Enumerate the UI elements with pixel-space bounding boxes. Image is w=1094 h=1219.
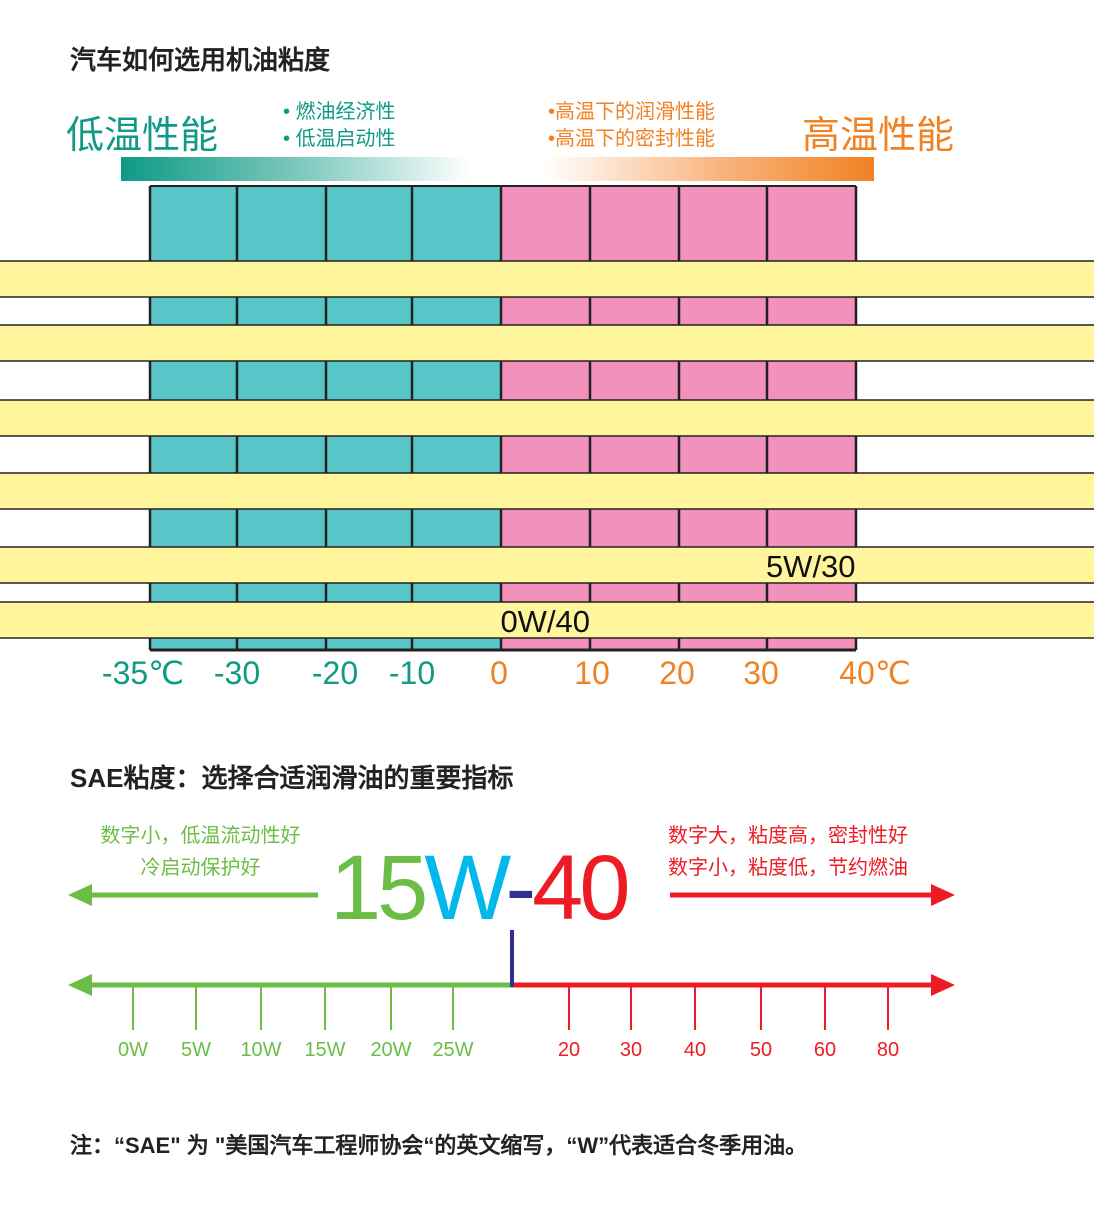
summer-tick-label: 30	[620, 1039, 642, 1061]
page-title: 汽车如何选用机油粘度	[70, 45, 331, 75]
sae-title: SAE粘度：选择合适润滑油的重要指标	[70, 763, 514, 793]
right-arrow-head-icon	[931, 884, 955, 906]
viscosity-temperature-chart: 4020W/5015W/40,15W/5010W/405W/405W/300W/…	[0, 185, 1094, 691]
winter-tick-label: 0W	[118, 1039, 148, 1061]
sae-grade-example: 15W-40	[330, 837, 631, 939]
tick-label: -30	[214, 655, 260, 691]
bullet-item: •高温下的密封性能	[548, 128, 716, 150]
range-bar-label: 0W/40	[500, 604, 590, 639]
range-bar	[0, 324, 1094, 362]
tick-label: 20	[659, 655, 695, 691]
bullet-item: • 低温启动性	[283, 128, 396, 150]
summer-tick-label: 50	[750, 1039, 772, 1061]
note-line: 数字小，粘度低，节约燃油	[668, 857, 908, 879]
note-line: 数字大，粘度高，密封性好	[668, 825, 908, 847]
tick-label: -35℃	[102, 655, 184, 691]
high-temp-label: 高温性能	[802, 115, 955, 157]
left-notes: 数字小，低温流动性好 冷启动保护好	[93, 820, 308, 884]
bullet-item: •高温下的润滑性能	[548, 101, 716, 123]
range-bar	[0, 546, 1094, 584]
note-line: 数字小，低温流动性好	[100, 825, 301, 847]
grade-winter-letter: W	[424, 837, 509, 939]
grade-dash: -	[505, 837, 537, 939]
tick-label: -20	[312, 655, 358, 691]
range-bar	[0, 472, 1094, 510]
tick-label: 0	[490, 655, 508, 691]
summer-tick-label: 80	[877, 1039, 899, 1061]
range-bar-label: 5W/30	[766, 549, 856, 584]
sae-scale: 0W 5W 10W 15W 20W 25W 20 30 40 50 60 80	[68, 884, 955, 1061]
summer-tick-label: 20	[558, 1039, 580, 1061]
high-temp-gradient-bar	[545, 157, 874, 181]
low-temp-bullets: • 燃油经济性 • 低温启动性	[283, 99, 396, 153]
range-bar	[0, 601, 1094, 639]
left-arrow-head-icon	[68, 884, 92, 906]
summer-tick-label: 40	[684, 1039, 706, 1061]
note-line: 冷启动保护好	[140, 857, 261, 879]
winter-tick-label: 20W	[370, 1039, 411, 1061]
tick-label: 30	[743, 655, 779, 691]
winter-tick-label: 25W	[432, 1039, 473, 1061]
tick-label: 40℃	[839, 655, 911, 691]
tick-label: -10	[389, 655, 435, 691]
range-bar	[0, 399, 1094, 437]
right-notes: 数字大，粘度高，密封性好 数字小，粘度低，节约燃油	[668, 820, 908, 884]
tick-label: 10	[574, 655, 610, 691]
range-bar	[0, 260, 1094, 298]
bullet-item: • 燃油经济性	[283, 101, 396, 123]
high-temp-bullets: •高温下的润滑性能 •高温下的密封性能	[548, 99, 715, 153]
winter-tick-label: 5W	[181, 1039, 211, 1061]
grade-winter-number: 15	[330, 837, 428, 939]
summer-arrow-head-icon	[931, 974, 955, 996]
winter-tick-label: 15W	[304, 1039, 345, 1061]
grade-summer-number: 40	[532, 837, 630, 939]
winter-tick-label: 10W	[240, 1039, 281, 1061]
footnote: 注：“SAE" 为 "美国汽车工程师协会“的英文缩写，“W”代表适合冬季用油。	[70, 1133, 808, 1158]
low-temp-label: 低温性能	[66, 115, 219, 157]
low-temp-gradient-bar	[121, 157, 471, 181]
summer-tick-label: 60	[814, 1039, 836, 1061]
winter-arrow-head-icon	[68, 974, 92, 996]
